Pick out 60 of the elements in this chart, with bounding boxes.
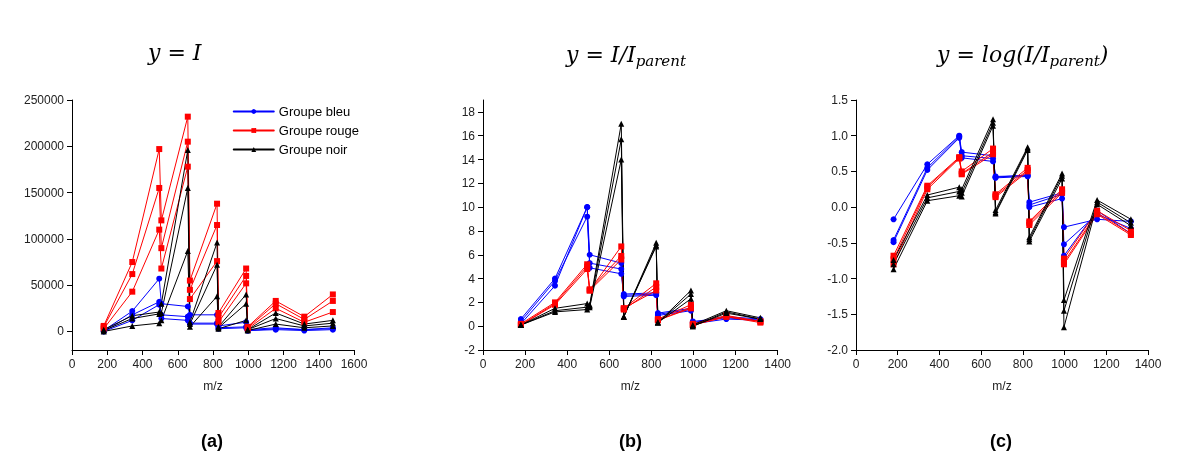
- x-tick-label: 200: [515, 357, 536, 371]
- y-tick-label: 12: [461, 176, 476, 191]
- x-tick-label: 200: [887, 357, 909, 371]
- x-tick-label: 400: [929, 357, 950, 371]
- y-tick-label: 1.5: [831, 93, 849, 107]
- y-tick-label: 2: [468, 295, 476, 310]
- x-tick-label: 600: [167, 357, 189, 371]
- y-tick-label: 10: [461, 200, 476, 215]
- legend-label: Groupe noir: [278, 142, 349, 157]
- y-tick-label: -1.0: [827, 271, 849, 286]
- text: (a): [201, 431, 223, 451]
- y-tick-label: 200000: [23, 139, 65, 154]
- x-tick-label: 1600: [340, 357, 368, 371]
- y-tick-label: 8: [468, 223, 476, 238]
- y-tick-label: 150000: [23, 185, 65, 200]
- y-tick-label: -2.0: [827, 343, 849, 357]
- y-tick-label: 50000: [30, 278, 65, 293]
- text: (b): [619, 431, 642, 451]
- x-tick-label: 400: [132, 357, 153, 371]
- y-tick-label: 0.5: [831, 164, 849, 179]
- x-tick-label: 1200: [722, 357, 750, 371]
- x-tick-label: 600: [599, 357, 620, 371]
- legend-label: Groupe bleu: [278, 104, 351, 119]
- x-tick-label: 1400: [764, 357, 792, 371]
- x-tick-label: 1400: [1134, 357, 1162, 371]
- y-tick-label: 16: [461, 128, 476, 143]
- x-axis-title: m/z: [992, 379, 1012, 393]
- x-tick-label: 800: [641, 357, 662, 371]
- x-tick-label: 1000: [680, 357, 708, 371]
- y-tick-label: 250000: [23, 93, 65, 107]
- text: (c): [990, 431, 1012, 451]
- x-tick-label: 800: [202, 357, 224, 371]
- x-tick-label: 200: [97, 357, 118, 371]
- y-tick-label: -2: [464, 343, 476, 357]
- y-tick-label: -1.5: [827, 307, 849, 322]
- y-tick-label: 0.0: [831, 200, 849, 215]
- x-tick-label: 0: [479, 357, 487, 371]
- x-axis-title: m/z: [620, 379, 640, 393]
- x-tick-label: 1000: [234, 357, 262, 371]
- y-tick-label: 4: [468, 271, 476, 286]
- y-tick-label: 0: [57, 324, 65, 339]
- x-tick-label: 1200: [270, 357, 298, 371]
- legend-label: Groupe rouge: [278, 123, 360, 138]
- y-tick-label: -0.5: [827, 235, 849, 250]
- x-tick-label: 600: [971, 357, 992, 371]
- y-tick-label: 100000: [23, 231, 65, 246]
- x-tick-label: 400: [557, 357, 578, 371]
- y-tick-label: 6: [468, 247, 476, 262]
- x-tick-label: 1400: [305, 357, 333, 371]
- x-tick-label: 800: [1012, 357, 1034, 371]
- x-tick-label: 1000: [1051, 357, 1079, 371]
- x-tick-label: 0: [68, 357, 76, 371]
- y-tick-label: 18: [461, 104, 476, 119]
- x-axis-title: m/z: [203, 379, 223, 393]
- y-tick-label: 14: [461, 152, 476, 167]
- x-tick-label: 0: [852, 357, 860, 371]
- x-tick-label: 1200: [1092, 357, 1120, 371]
- y-tick-label: 0: [468, 319, 476, 334]
- chart-title: y = I: [147, 39, 203, 65]
- y-tick-label: 1.0: [831, 128, 849, 143]
